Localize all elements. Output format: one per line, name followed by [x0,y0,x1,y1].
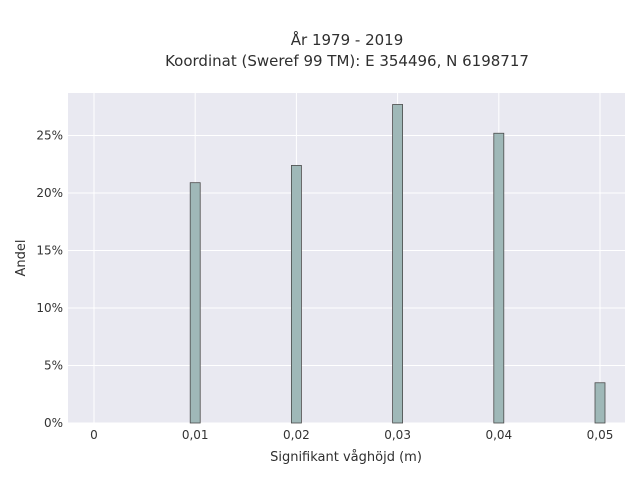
bar-3 [493,132,505,424]
y-axis-ticks: 0% 5% 10% 15% 20% 25% [36,129,63,430]
y-tick-label-2: 10% [36,301,63,315]
x-tick-label-3: 0,03 [384,428,411,442]
x-axis-ticks: 0 0,01 0,02 0,03 0,04 0,05 [90,428,613,442]
x-tick-label-0: 0 [90,428,98,442]
bars [189,104,606,424]
bar-1 [290,165,302,424]
plot-area [68,93,625,423]
y-tick-label-1: 5% [44,359,63,373]
bar-2 [392,104,404,424]
y-tick-label-3: 15% [36,244,63,258]
chart-title-line2: Koordinat (Sweref 99 TM): E 354496, N 61… [165,52,529,70]
x-tick-label-4: 0,04 [485,428,512,442]
x-tick-label-5: 0,05 [587,428,614,442]
y-axis-label: Andel [14,240,29,277]
bar-0 [189,182,201,424]
y-tick-label-5: 25% [36,129,63,143]
x-tick-label-2: 0,02 [283,428,310,442]
y-tick-label-0: 0% [44,416,63,430]
bar-4 [594,382,606,424]
x-axis-label: Signifikant våghöjd (m) [270,450,422,465]
y-tick-label-4: 20% [36,186,63,200]
x-tick-label-1: 0,01 [182,428,209,442]
chart-title-line1: År 1979 - 2019 [291,30,404,49]
